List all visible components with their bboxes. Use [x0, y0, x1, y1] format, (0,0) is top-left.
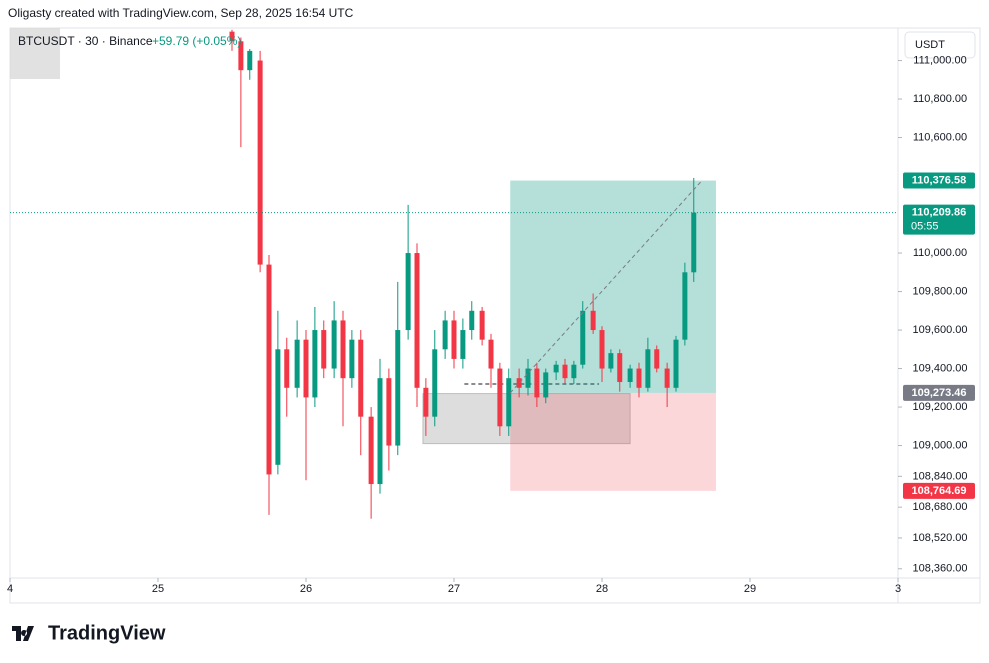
- chart-frame: [9, 27, 981, 604]
- candle-body: [664, 368, 670, 388]
- candle-body: [284, 349, 290, 388]
- candle-body: [497, 368, 503, 427]
- symbol-badge: [10, 28, 60, 79]
- candle-body: [599, 330, 605, 369]
- y-tick-label: 109,600.00: [912, 324, 967, 336]
- price-label: 110,209.86: [912, 207, 966, 219]
- y-tick-label: 109,400.00: [912, 362, 967, 374]
- candle-body: [377, 378, 383, 485]
- y-tick-label: 109,800.00: [912, 285, 967, 297]
- y-tick-label: 108,520.00: [912, 532, 967, 544]
- candle-body: [423, 387, 429, 417]
- logo: TradingView: [12, 622, 166, 644]
- y-tick-label: 110,600.00: [913, 131, 967, 143]
- candle-body: [506, 378, 512, 427]
- x-tick-label: 4: [7, 583, 13, 595]
- candle-body: [266, 264, 272, 475]
- candle-body: [460, 330, 466, 359]
- candle-body: [358, 339, 364, 417]
- candle-body: [608, 353, 614, 369]
- y-tick-label: 109,200.00: [912, 401, 967, 413]
- price-label: 110,376.58: [912, 174, 966, 186]
- price-label: 108,764.69: [911, 485, 966, 497]
- y-tick-label: 108,360.00: [912, 563, 967, 575]
- candle-body: [247, 50, 253, 71]
- candle-body: [451, 320, 457, 359]
- candle-body: [386, 378, 392, 446]
- candle-body: [673, 339, 679, 388]
- candle-body: [525, 368, 531, 388]
- x-tick-label: 27: [448, 583, 460, 595]
- candle-body: [469, 310, 475, 331]
- candle-body: [682, 272, 688, 340]
- candle-body: [691, 212, 697, 273]
- y-tick-label: 111,000.00: [913, 54, 966, 66]
- candle-body: [405, 253, 411, 331]
- price-label-box: [903, 384, 975, 401]
- candle-body: [590, 310, 596, 331]
- candle-body: [488, 339, 494, 369]
- entry-target-diagonal: [509, 180, 703, 394]
- range-box: [422, 393, 631, 445]
- y-tick-label: 108,840.00: [912, 470, 967, 482]
- plot: [229, 29, 716, 519]
- candle-body: [303, 339, 309, 398]
- candle-body: [238, 41, 244, 71]
- change: +59.79 (+0.05%): [152, 34, 241, 48]
- y-tick-label: 109,000.00: [912, 439, 967, 451]
- y-tick-label: 108,680.00: [912, 501, 967, 513]
- candle-body: [442, 320, 448, 350]
- candle-body: [562, 364, 568, 379]
- candle-body: [349, 339, 355, 379]
- candle-body: [627, 368, 633, 383]
- candle-body: [340, 320, 346, 379]
- candle-body: [229, 31, 235, 42]
- loss-zone: [510, 392, 716, 491]
- price-label-box: [903, 172, 975, 189]
- attribution: Oligasty created with TradingView.com, S…: [8, 6, 354, 20]
- candle-body: [534, 368, 540, 398]
- candle-body: [654, 349, 660, 369]
- candle-body: [580, 310, 586, 365]
- candle-body: [636, 368, 642, 388]
- candle-body: [275, 349, 281, 465]
- candle-body: [571, 364, 577, 379]
- price-label-box: [903, 204, 975, 235]
- symbol: BTCUSDT · 30 · Binance: [18, 34, 153, 48]
- candle-body: [479, 310, 485, 340]
- candle-body: [312, 330, 318, 398]
- currency[interactable]: USDT: [915, 39, 945, 51]
- candle-body: [553, 364, 559, 373]
- y-tick-label: 110,000.00: [913, 247, 967, 259]
- candle-body: [543, 372, 549, 398]
- candle-body: [645, 349, 651, 388]
- candle-body: [516, 378, 522, 388]
- candle-body: [257, 60, 263, 265]
- x-tick-label: 3: [895, 583, 901, 595]
- candle-body: [331, 320, 337, 369]
- y-tick-label: 110,800.00: [913, 93, 967, 105]
- x-tick-label: 29: [744, 583, 756, 595]
- countdown: 05:55: [911, 221, 939, 233]
- price-label-box: [903, 482, 975, 499]
- candle-body: [617, 353, 623, 383]
- price-label: 109,273.46: [911, 387, 966, 399]
- candle-body: [294, 339, 300, 388]
- candle-body: [321, 330, 327, 369]
- candle-body: [432, 349, 438, 417]
- candle-body: [395, 330, 401, 446]
- candle-body: [368, 416, 374, 485]
- x-tick-label: 25: [152, 583, 164, 595]
- candle-body: [414, 253, 420, 388]
- brand: TradingView: [48, 622, 166, 644]
- currency-button[interactable]: [904, 31, 976, 59]
- x-tick-label: 26: [300, 583, 312, 595]
- x-tick-label: 28: [596, 583, 608, 595]
